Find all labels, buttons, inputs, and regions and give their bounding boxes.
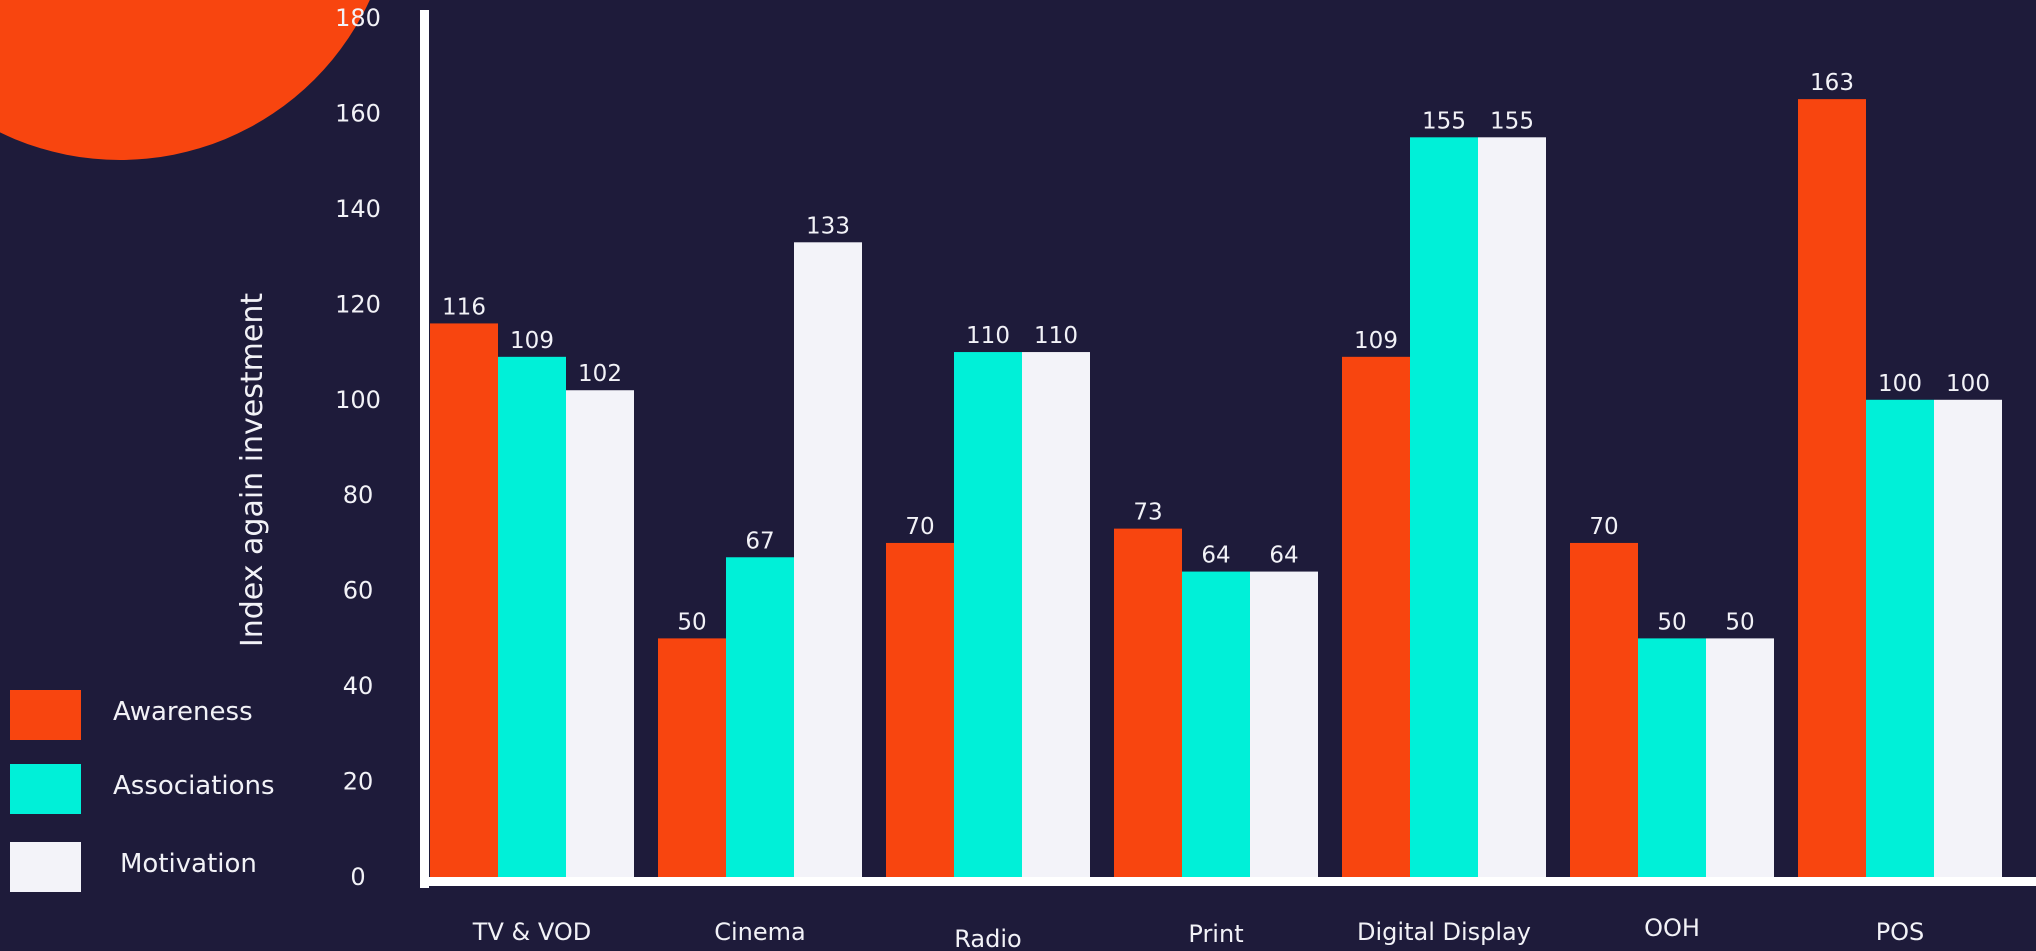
bar-associations-tv-vod — [498, 356, 566, 878]
x-axis-line — [420, 877, 2036, 886]
y-tick-label: 0 — [350, 863, 365, 891]
legend-label-awareness: Awareness — [113, 697, 253, 727]
bars — [430, 99, 2002, 878]
legend: Awareness Associations Motivation — [10, 690, 275, 892]
bar-awareness-digital-display — [1342, 356, 1410, 878]
x-tick-label: TV & VOD — [472, 918, 591, 946]
value-label: 64 — [1201, 543, 1230, 569]
bar-associations-radio — [954, 352, 1022, 877]
bar-awareness-radio — [886, 542, 954, 877]
bar-associations-pos — [1866, 399, 1934, 877]
value-label: 116 — [442, 294, 486, 320]
legend-label-associations: Associations — [113, 771, 275, 801]
value-label: 100 — [1946, 371, 1990, 397]
value-label: 163 — [1810, 70, 1854, 96]
legend-swatch-awareness — [10, 690, 81, 740]
bar-awareness-pos — [1798, 99, 1866, 877]
legend-swatch-motivation — [10, 842, 81, 892]
corner-decoration — [0, 0, 370, 160]
y-tick-label: 20 — [343, 768, 374, 796]
bar-associations-digital-display — [1410, 137, 1478, 878]
y-tick-label: 100 — [335, 386, 381, 414]
bar-awareness-ooh — [1570, 542, 1638, 877]
bar-awareness-cinema — [658, 638, 726, 877]
bar-awareness-print — [1114, 528, 1182, 877]
x-tick-label: Cinema — [714, 918, 806, 946]
value-label: 70 — [905, 514, 934, 540]
legend-label-motivation: Motivation — [120, 849, 257, 879]
y-tick-label: 60 — [343, 577, 374, 605]
y-tick-label: 120 — [335, 290, 381, 318]
value-labels: 116 109 102 50 67 133 70 110 110 73 64 64 109 155 155 7… — [442, 70, 1990, 635]
bar-associations-ooh — [1638, 638, 1706, 877]
y-axis-ticks: 0 20 40 60 80 100 120 140 160 180 — [335, 4, 381, 891]
bar-motivation-print — [1250, 571, 1318, 877]
value-label: 50 — [677, 609, 706, 635]
bar-associations-cinema — [726, 557, 794, 877]
bar-awareness-tv-vod — [430, 323, 498, 877]
value-label: 109 — [510, 328, 554, 354]
value-label: 100 — [1878, 371, 1922, 397]
x-tick-label: Digital Display — [1357, 918, 1531, 946]
value-label: 64 — [1269, 543, 1298, 569]
category-labels: TV & VOD Cinema Radio Print Digital Display O… — [472, 914, 1925, 951]
y-tick-label: 40 — [343, 672, 374, 700]
value-label: 73 — [1133, 500, 1162, 526]
bar-motivation-digital-display — [1478, 137, 1546, 878]
x-tick-label: POS — [1876, 918, 1925, 946]
x-tick-label: OOH — [1644, 914, 1700, 942]
bar-motivation-cinema — [794, 242, 862, 878]
bar-motivation-tv-vod — [566, 390, 634, 877]
legend-swatch-associations — [10, 764, 81, 814]
bar-motivation-pos — [1934, 399, 2002, 877]
value-label: 110 — [1034, 323, 1078, 349]
x-tick-label: Print — [1188, 920, 1243, 948]
value-label: 155 — [1422, 108, 1466, 134]
y-tick-label: 140 — [335, 195, 381, 223]
value-label: 70 — [1589, 514, 1618, 540]
value-label: 50 — [1657, 609, 1686, 635]
bar-associations-print — [1182, 571, 1250, 877]
bar-motivation-radio — [1022, 352, 1090, 877]
y-tick-label: 160 — [335, 99, 381, 127]
value-label: 133 — [806, 213, 850, 239]
y-axis-label: Index again investment — [235, 293, 270, 647]
y-tick-label: 80 — [343, 481, 374, 509]
value-label: 110 — [966, 323, 1010, 349]
value-label: 67 — [745, 528, 774, 554]
value-label: 102 — [578, 361, 622, 387]
bar-motivation-ooh — [1706, 638, 1774, 877]
y-tick-label: 180 — [335, 4, 381, 32]
x-tick-label: Radio — [954, 925, 1021, 951]
value-label: 109 — [1354, 328, 1398, 354]
value-label: 50 — [1725, 609, 1754, 635]
value-label: 155 — [1490, 108, 1534, 134]
y-axis-line — [420, 10, 429, 888]
